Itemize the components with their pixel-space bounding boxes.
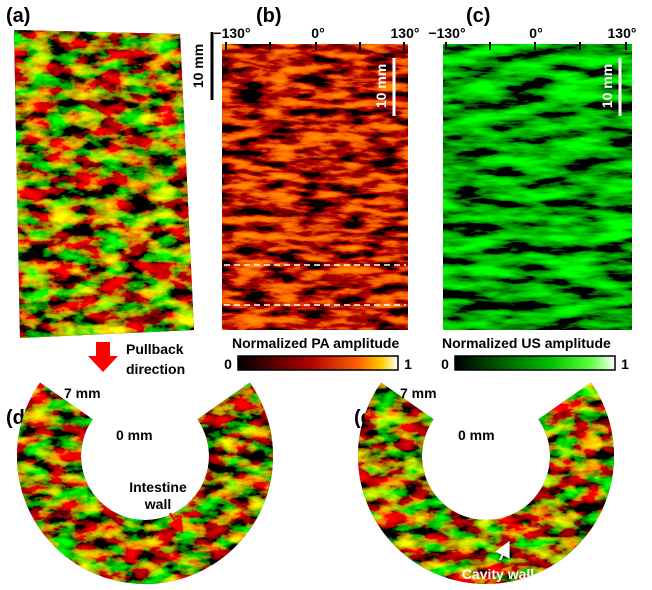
angle-tick: −130° xyxy=(428,25,465,41)
outer-radius-label: 7 mm xyxy=(400,385,437,401)
inner-radius-label: 0 mm xyxy=(116,427,153,443)
angle-tick: 130° xyxy=(391,25,420,41)
arrow-text: Pullback xyxy=(126,341,184,357)
colorbar-max: 1 xyxy=(404,356,412,372)
colorbar-title: Normalized US amplitude xyxy=(442,335,611,351)
panel-label: (b) xyxy=(256,5,282,27)
angle-tick: −130° xyxy=(213,25,250,41)
outer-radius-label: 7 mm xyxy=(64,385,101,401)
scale-bar-label: 10 mm xyxy=(190,44,206,88)
panel-label: (a) xyxy=(6,5,30,27)
colorbar xyxy=(455,356,615,370)
annotation: Cavity wall xyxy=(462,566,534,582)
colorbar-min: 0 xyxy=(441,356,449,372)
image-e xyxy=(340,380,640,590)
panel-label: (c) xyxy=(466,5,490,27)
colorbar-max: 1 xyxy=(621,356,629,372)
angle-tick: 130° xyxy=(608,25,637,41)
colorbar xyxy=(238,356,398,370)
scale-bar-label: 10 mm xyxy=(373,64,389,108)
figure: (a) 10 mm Pullback direction (b) −130° 0… xyxy=(0,0,652,590)
colorbar-title: Normalized PA amplitude xyxy=(232,335,399,351)
annotation: Intestine xyxy=(129,479,187,495)
image-a xyxy=(0,20,200,350)
angle-tick: 0° xyxy=(529,25,542,41)
colorbar-min: 0 xyxy=(224,356,232,372)
pullback-arrow xyxy=(88,342,118,372)
inner-radius-label: 0 mm xyxy=(458,427,495,443)
scale-bar-label: 10 mm xyxy=(599,64,615,108)
angle-tick: 0° xyxy=(311,25,324,41)
arrow-text: direction xyxy=(126,361,185,377)
annotation: wall xyxy=(144,496,171,512)
